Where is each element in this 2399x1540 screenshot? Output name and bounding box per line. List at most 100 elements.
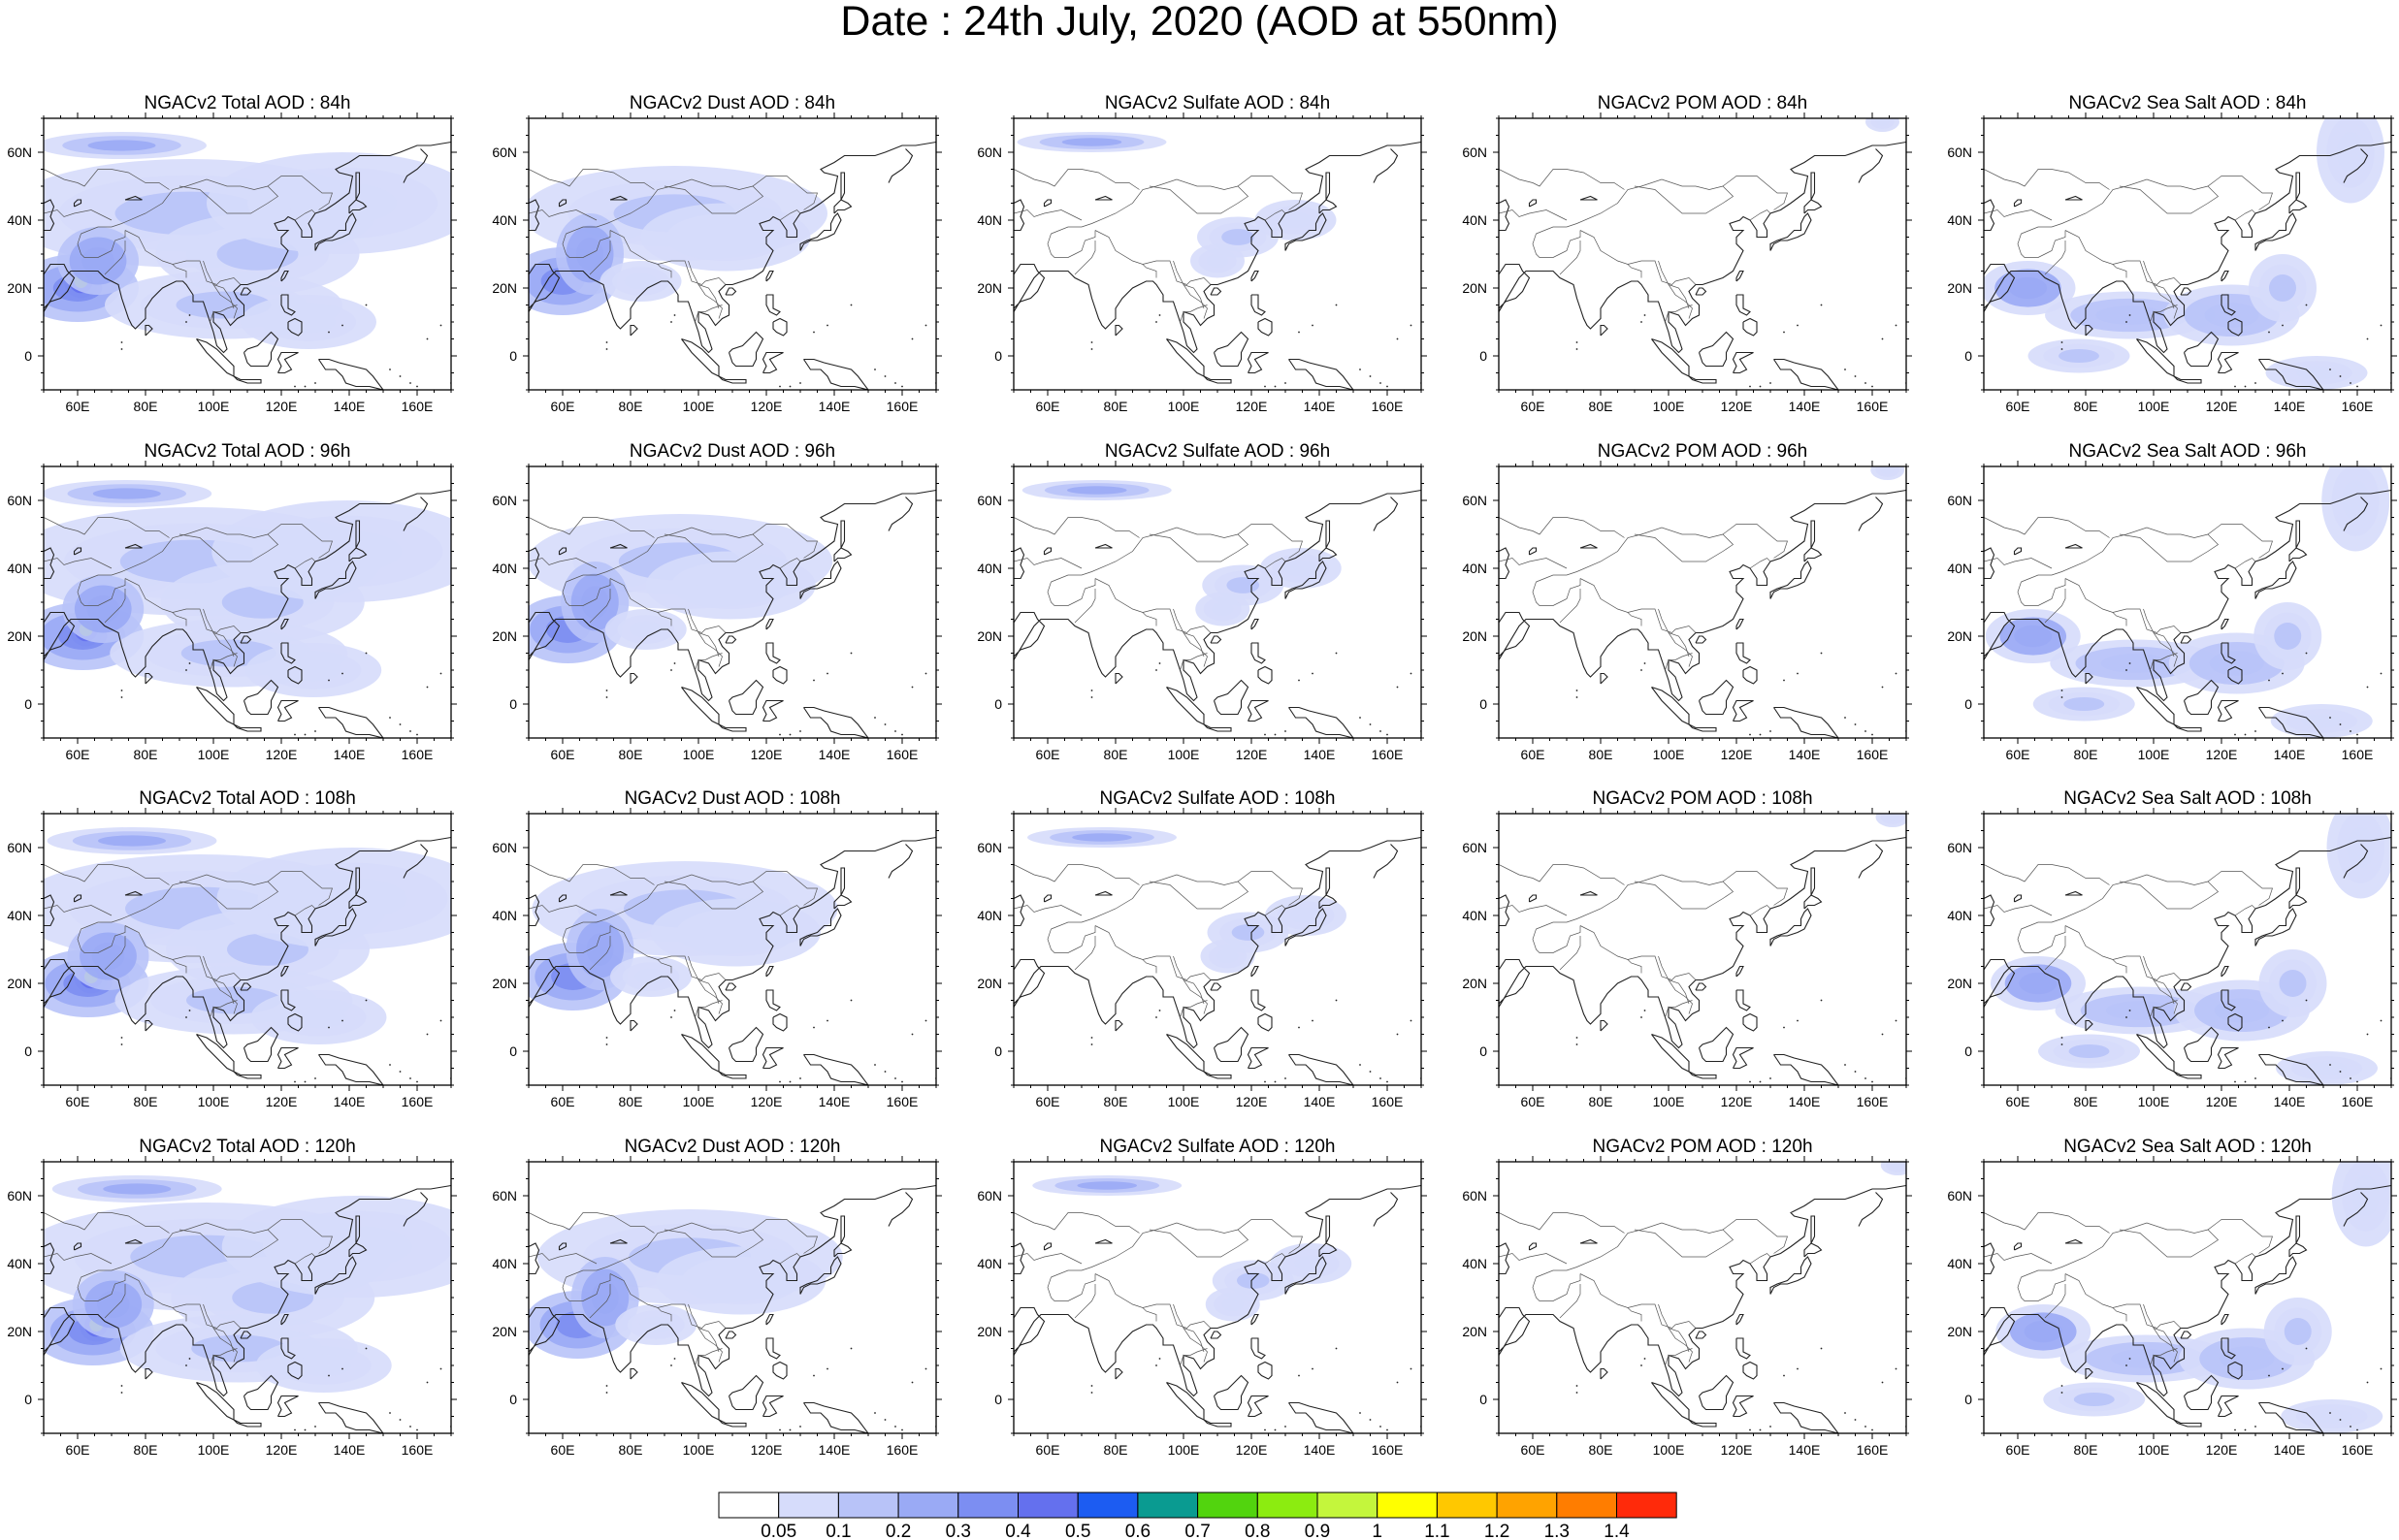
coastline — [1318, 1242, 1338, 1258]
coastline — [1250, 618, 1259, 630]
colorbar-swatch — [718, 1492, 780, 1519]
lon-tick-label: 160E — [887, 747, 919, 762]
lon-tick-label: 60E — [1036, 399, 1060, 414]
aod-shading — [2014, 625, 2053, 648]
island — [884, 1419, 887, 1421]
lon-tick-label: 120E — [751, 399, 783, 414]
coastline — [1284, 1256, 1327, 1295]
island — [1820, 304, 1823, 306]
island — [1158, 1010, 1161, 1011]
island — [799, 730, 801, 732]
lat-tick-label: 60N — [1462, 840, 1487, 855]
panel-title: NGACv2 Sulfate AOD : 96h — [1105, 441, 1330, 462]
colorbar-label: 0.3 — [946, 1522, 971, 1538]
island — [1643, 662, 1646, 664]
coastline — [318, 358, 384, 390]
boundary — [1014, 169, 1140, 190]
island — [894, 382, 896, 384]
boundary — [2044, 241, 2066, 275]
boundary — [210, 1348, 238, 1366]
boundary — [44, 1253, 113, 1265]
lon-tick-label: 160E — [1372, 747, 1404, 762]
lon-tick-label: 120E — [1236, 399, 1268, 414]
coastline — [2343, 844, 2369, 879]
coastline — [2180, 982, 2192, 991]
coastline — [1858, 844, 1884, 879]
panel-title: NGACv2 Total AOD : 96h — [145, 441, 351, 462]
aod-shading — [2342, 480, 2370, 521]
coastline — [1373, 844, 1399, 879]
boundary — [1665, 1348, 1693, 1366]
boundary — [1014, 558, 1083, 569]
lon-tick-label: 100E — [1653, 399, 1685, 414]
boundary — [1668, 632, 1690, 658]
island — [2356, 1080, 2358, 1083]
island — [2244, 1428, 2247, 1431]
boundary — [172, 1307, 187, 1322]
boundary — [1658, 260, 1693, 319]
lon-tick-label: 120E — [1721, 1094, 1753, 1109]
coastline — [1325, 520, 1331, 549]
island — [673, 314, 676, 316]
map-panel-sea-salt-84h: NGACv2 Sea Salt AOD : 84h 60E 80E 100E 120E 1… — [1947, 93, 2397, 414]
island — [911, 686, 914, 689]
boundary — [81, 524, 333, 583]
coastline — [1773, 1053, 1839, 1085]
coastline — [1288, 706, 1354, 738]
island — [389, 717, 391, 719]
boundary — [1149, 1229, 1249, 1258]
coastline — [1499, 141, 1906, 354]
aod-shading — [103, 1183, 172, 1195]
coastline — [1288, 358, 1354, 390]
boundary — [294, 209, 316, 221]
island — [1909, 1027, 1911, 1029]
boundary — [1579, 578, 1697, 633]
coastline — [765, 1337, 781, 1360]
coastline — [287, 1361, 303, 1380]
boundary — [2021, 871, 2273, 930]
coastline — [1803, 1242, 1823, 1258]
lon-tick-label: 100E — [198, 1094, 230, 1109]
coastline — [2227, 1361, 2243, 1380]
boundary — [2153, 1328, 2175, 1353]
coastline — [1698, 1374, 1734, 1411]
coastline — [243, 1374, 279, 1411]
lat-tick-label: 20N — [7, 628, 32, 644]
lat-tick-label: 60N — [7, 840, 32, 855]
coastline — [44, 489, 451, 702]
panel-title: NGACv2 POM AOD : 84h — [1598, 93, 1807, 113]
coastline — [44, 199, 55, 232]
colorbar-swatch — [1377, 1492, 1438, 1519]
island — [901, 1080, 903, 1083]
island — [314, 382, 316, 384]
map-panel-sulfate-96h: NGACv2 Sulfate AOD : 96h 60E 80E 100E 120E 14… — [977, 441, 1427, 762]
coastline — [2295, 520, 2301, 549]
aod-shading — [98, 835, 166, 847]
boundary — [1499, 1212, 1625, 1234]
aod-shading — [1289, 907, 1322, 924]
coastline — [2288, 547, 2308, 562]
boundary — [1173, 260, 1208, 319]
island — [1158, 314, 1161, 316]
island — [365, 652, 368, 655]
coastline — [276, 699, 299, 722]
coastline — [1094, 543, 1113, 549]
aod-shading — [2311, 1409, 2352, 1424]
lat-tick-label: 60N — [492, 144, 517, 160]
island — [1090, 1043, 1093, 1045]
boundary — [529, 1212, 655, 1234]
lat-tick-label: 40N — [977, 908, 1002, 923]
island — [1797, 672, 1799, 675]
coastline — [233, 1419, 262, 1428]
coastline — [2288, 1242, 2308, 1258]
coastline — [2183, 1026, 2220, 1063]
coastline — [1735, 642, 1751, 664]
coastline — [2180, 1331, 2192, 1339]
island — [1274, 385, 1277, 388]
lat-tick-label: 60N — [977, 144, 1002, 160]
boundary — [1180, 305, 1208, 323]
coastline — [799, 212, 842, 251]
island — [1881, 1381, 1884, 1384]
coastline — [1803, 547, 1823, 562]
island — [2060, 1385, 2063, 1387]
